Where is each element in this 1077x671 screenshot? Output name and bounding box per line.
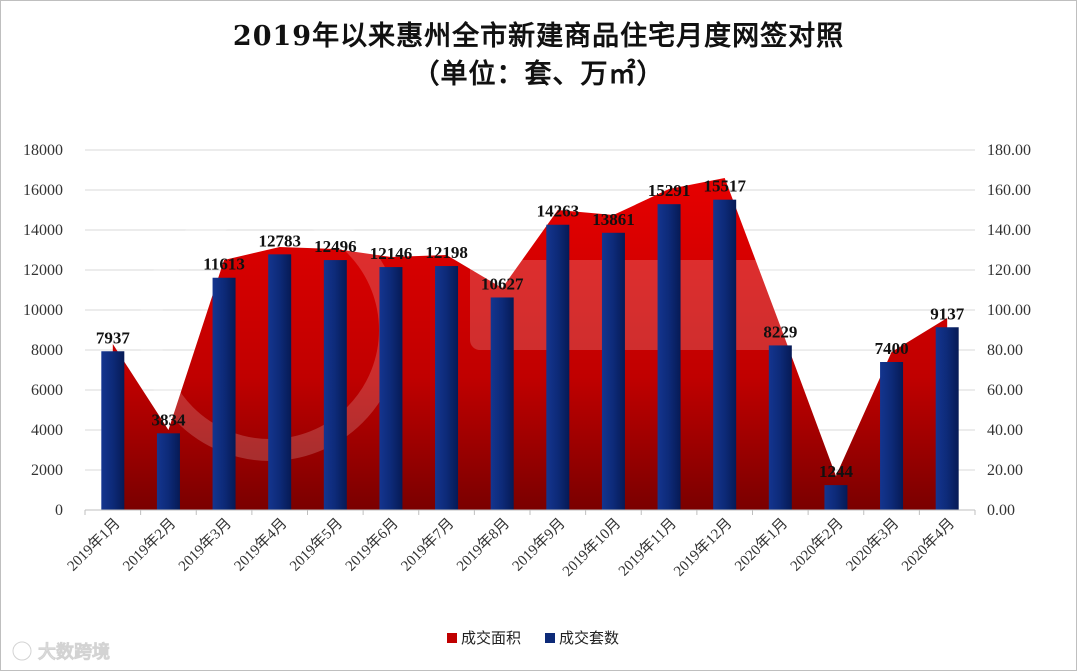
data-label: 12496 (314, 237, 357, 256)
y-right-tick-label: 160.00 (987, 182, 1031, 199)
y-left-tick-label: 10000 (23, 302, 63, 319)
x-tick-label: 2019年1月 (64, 515, 124, 575)
bar-2019年5月 (323, 260, 347, 510)
data-label: 11613 (203, 255, 245, 274)
y-left-tick-label: 8000 (31, 342, 63, 359)
bar-2019年1月 (101, 351, 125, 510)
y-left-tick-label: 18000 (23, 142, 63, 159)
x-tick-label: 2019年3月 (175, 515, 235, 575)
x-tick-label: 2019年4月 (231, 515, 291, 575)
data-label: 14263 (537, 202, 580, 221)
x-tick-label: 2019年7月 (398, 515, 458, 575)
data-label: 10627 (481, 274, 524, 293)
bar-2019年3月 (212, 277, 236, 510)
x-tick-label: 2019年5月 (286, 515, 346, 575)
y-right-tick-label: 80.00 (987, 342, 1023, 359)
bar-2019年7月 (435, 266, 459, 510)
y-left-tick-label: 4000 (31, 422, 63, 439)
y-right-tick-label: 40.00 (987, 422, 1023, 439)
y-right-tick-label: 180.00 (987, 142, 1031, 159)
y-left-tick-label: 6000 (31, 382, 63, 399)
data-label: 12783 (258, 231, 301, 250)
bar-2019年11月 (657, 204, 681, 510)
y-left-tick-label: 2000 (31, 462, 63, 479)
bar-2019年12月 (713, 199, 737, 510)
x-tick-label: 2020年1月 (731, 515, 791, 575)
x-tick-label: 2019年2月 (120, 515, 180, 575)
y-right-tick-label: 100.00 (987, 302, 1031, 319)
y-right-tick-label: 20.00 (987, 462, 1023, 479)
data-label: 15291 (648, 181, 691, 200)
bar-2019年6月 (379, 267, 403, 510)
y-left-tick-label: 12000 (23, 262, 63, 279)
area-series-成交面积 (112, 178, 948, 510)
x-tick-label: 2020年3月 (843, 515, 903, 575)
x-tick-label: 2019年6月 (342, 515, 402, 575)
brand-watermark-text: 大数跨境 (38, 641, 110, 663)
bar-2020年4月 (935, 327, 959, 510)
chart-title: 2019年以来惠州全市新建商品住宅月度网签对照 (232, 21, 845, 52)
bar-2019年2月 (156, 433, 180, 510)
bar-2019年10月 (601, 232, 625, 510)
bar-2019年4月 (268, 254, 292, 510)
x-tick-label: 2020年4月 (898, 515, 958, 575)
y-left-tick-label: 14000 (23, 222, 63, 239)
y-right-tick-label: 60.00 (987, 382, 1023, 399)
data-label: 9137 (930, 304, 965, 323)
brand-watermark: 大数跨境 (11, 640, 110, 663)
bar-2020年2月 (824, 485, 848, 510)
data-label: 8229 (763, 322, 797, 341)
bar-2019年8月 (490, 297, 514, 510)
legend-swatch-成交套数 (545, 633, 555, 643)
x-tick-label: 2020年2月 (787, 515, 847, 575)
bar-2020年3月 (880, 362, 904, 510)
data-label: 12198 (425, 243, 468, 262)
y-right-tick-label: 140.00 (987, 222, 1031, 239)
legend-label-成交面积: 成交面积 (461, 629, 521, 647)
data-label: 3834 (151, 410, 186, 429)
x-tick-label: 2019年11月 (615, 515, 680, 580)
y-right-tick-label: 0.00 (987, 502, 1015, 519)
data-label: 7937 (96, 328, 131, 347)
y-left-tick-label: 16000 (23, 182, 63, 199)
y-left-tick-label: 0 (55, 502, 63, 519)
legend-swatch-成交面积 (447, 633, 457, 643)
x-tick-label: 2019年12月 (670, 515, 735, 580)
chart-subtitle: （单位：套、万㎡） (412, 59, 665, 90)
data-label: 1244 (819, 462, 854, 481)
bar-2020年1月 (768, 345, 792, 510)
x-tick-label: 2019年9月 (509, 515, 569, 575)
data-label: 13861 (592, 210, 635, 229)
legend-label-成交套数: 成交套数 (559, 629, 619, 647)
data-label: 12146 (370, 244, 413, 263)
data-label: 7400 (875, 339, 909, 358)
x-tick-label: 2019年10月 (559, 515, 624, 580)
x-tick-label: 2019年8月 (453, 515, 513, 575)
brand-watermark-icon-outline (12, 641, 32, 661)
y-right-tick-label: 120.00 (987, 262, 1031, 279)
data-label: 15517 (703, 177, 746, 196)
bar-2019年9月 (546, 224, 570, 511)
